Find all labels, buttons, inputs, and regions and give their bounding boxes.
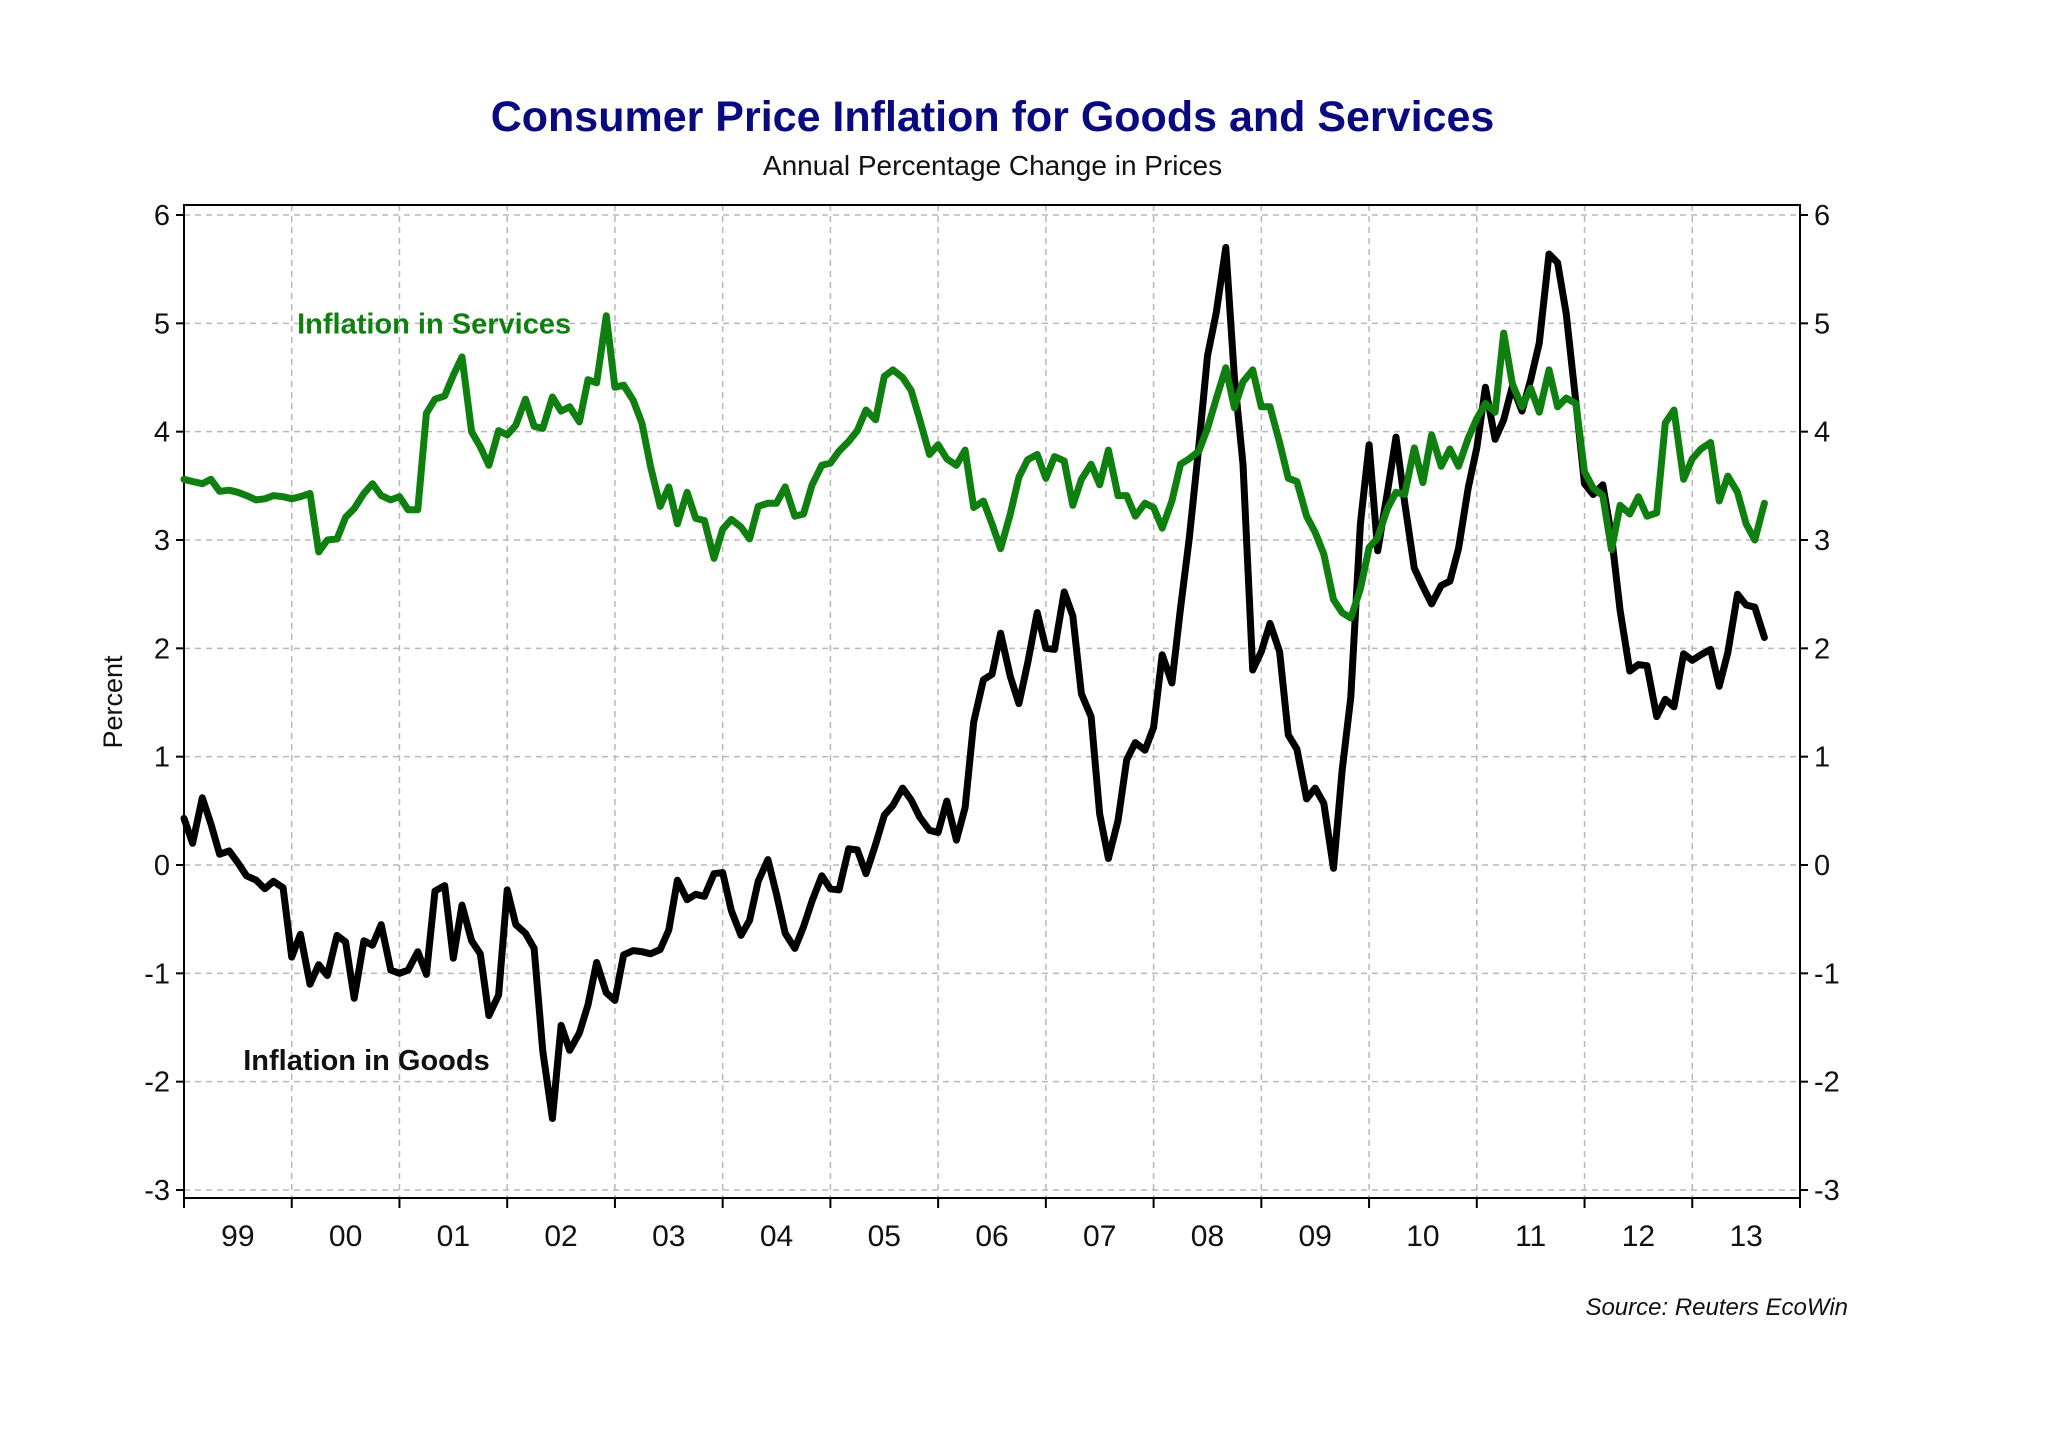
- x-tick-label: 10: [1406, 1220, 1439, 1253]
- y-tick-label-left: -2: [144, 1067, 170, 1099]
- series-annotation: Inflation in Services: [297, 308, 571, 340]
- x-tick-label: 05: [868, 1220, 901, 1253]
- y-tick-label-left: 2: [154, 633, 170, 665]
- y-tick-label-left: -3: [144, 1175, 170, 1207]
- y-tick-label-left: 6: [154, 200, 170, 232]
- y-tick-label-right: 5: [1814, 308, 1830, 340]
- y-tick-label-right: -2: [1814, 1067, 1840, 1099]
- y-tick-label-right: 6: [1814, 200, 1830, 232]
- y-tick-label-left: 5: [154, 308, 170, 340]
- source-note: Source: Reuters EcoWin: [1585, 1294, 1848, 1321]
- x-tick-label: 04: [760, 1220, 793, 1253]
- x-tick-label: 02: [544, 1220, 577, 1253]
- x-tick-label: 07: [1083, 1220, 1116, 1253]
- series-line-inflation-in-goods: [180, 244, 1768, 1122]
- x-tick-label: 12: [1622, 1220, 1655, 1253]
- x-tick-label: 09: [1299, 1220, 1332, 1253]
- x-tick-label: 13: [1729, 1220, 1762, 1253]
- y-tick-label-left: 0: [154, 850, 170, 882]
- x-tick-label: 03: [652, 1220, 685, 1253]
- series-annotation: Inflation in Goods: [243, 1045, 489, 1077]
- y-tick-label-right: 0: [1814, 850, 1830, 882]
- axis-ticks: 6 65 54 43 32 21 10 0-1 -1-2 -2-3 -399 00 01 02 03 04 05…: [144, 200, 1840, 1253]
- y-axis-label: Percent: [98, 655, 128, 749]
- series-line-inflation-in-services: [180, 312, 1768, 622]
- y-tick-label-left: -1: [144, 958, 170, 990]
- y-tick-label-right: -3: [1814, 1175, 1840, 1207]
- y-tick-label-right: 2: [1814, 633, 1830, 665]
- y-tick-label-right: 4: [1814, 417, 1830, 449]
- x-tick-label: 01: [437, 1220, 470, 1253]
- plot-frame: [183, 204, 1801, 1199]
- series-lines: [180, 244, 1768, 1122]
- x-tick-label: 08: [1191, 1220, 1224, 1253]
- x-tick-label: 06: [975, 1220, 1008, 1253]
- y-tick-label-left: 1: [154, 742, 170, 774]
- x-tick-label: 99: [221, 1220, 254, 1253]
- x-tick-label: 11: [1515, 1220, 1546, 1253]
- y-tick-label-right: 3: [1814, 525, 1830, 557]
- y-tick-label-right: 1: [1814, 742, 1830, 774]
- y-tick-label-left: 3: [154, 525, 170, 557]
- x-tick-label: 00: [329, 1220, 362, 1253]
- y-tick-label-left: 4: [154, 417, 170, 449]
- annotations: Inflation in Services Inflation in Goods: [243, 308, 571, 1077]
- y-tick-label-right: -1: [1814, 958, 1840, 990]
- chart-subtitle: Annual Percentage Change in Prices: [762, 150, 1223, 181]
- chart-title: Consumer Price Inflation for Goods and S…: [490, 93, 1495, 141]
